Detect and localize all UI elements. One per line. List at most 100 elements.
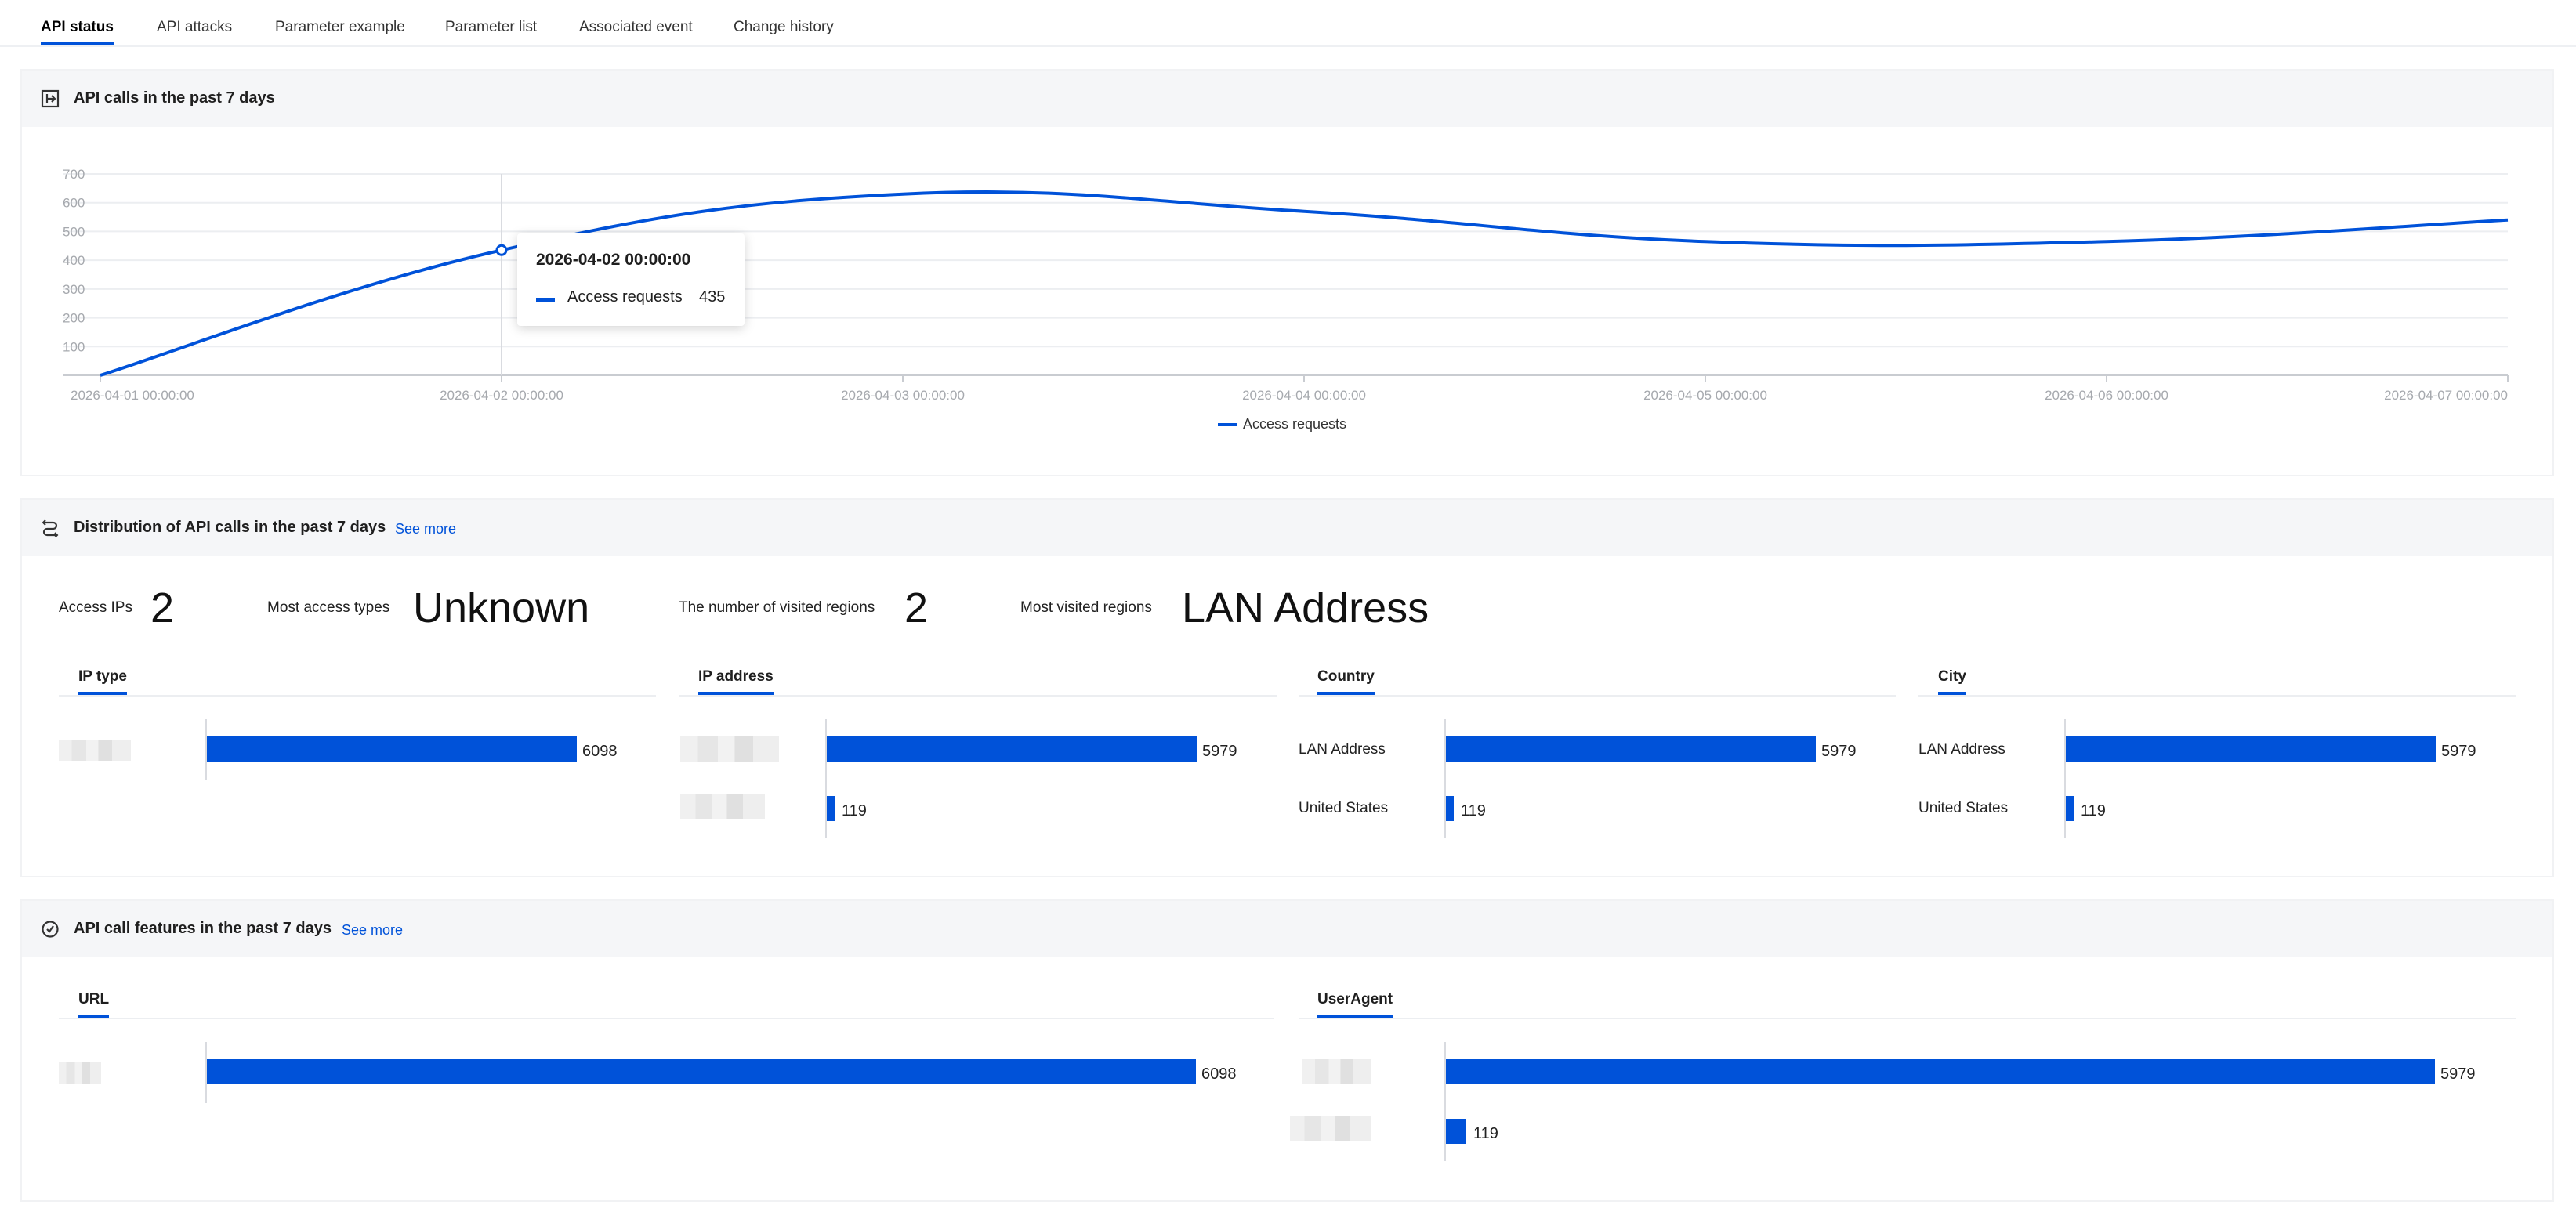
features-card-header: API call features in the past 7 days See… [22, 901, 2552, 957]
stat-label-visited-regions-count: The number of visited regions [679, 599, 875, 616]
api-calls-title: API calls in the past 7 days [74, 89, 275, 107]
panel-divider [679, 695, 1277, 697]
stat-value-visited-regions-count: 2 [904, 584, 929, 631]
bar-axis [2064, 719, 2066, 838]
bar-useragent-1[interactable] [1446, 1119, 1466, 1144]
bar-ip-type-0[interactable] [207, 736, 577, 762]
row-label-city-1: United States [1918, 800, 2009, 816]
bar-axis [1444, 719, 1446, 838]
panel-tab-country[interactable]: Country [1317, 668, 1375, 695]
tab-bar: API status API attacks Parameter example… [0, 0, 2576, 47]
bar-value: 5979 [2440, 1066, 2476, 1083]
chart-tooltip: 2026-04-02 00:00:00 Access requests 435 [517, 233, 745, 326]
tab-api-status[interactable]: API status [41, 19, 114, 45]
bar-value: 6098 [1201, 1066, 1237, 1083]
panel-tab-ip-address[interactable]: IP address [698, 668, 774, 695]
panel-tab-url[interactable]: URL [78, 991, 110, 1018]
panel-divider [59, 1018, 1274, 1019]
x-tick-label: 2026-04-06 00:00:00 [2045, 388, 2168, 403]
bar-country-0[interactable] [1446, 736, 1816, 762]
bar-axis [1444, 1042, 1446, 1161]
stat-value-access-types: Unknown [413, 584, 590, 631]
stat-label-access-types: Most access types [267, 599, 390, 616]
bar-axis [825, 719, 827, 838]
bar-value: 6098 [582, 743, 618, 760]
bar-city-1[interactable] [2066, 796, 2074, 821]
api-calls-line-chart[interactable]: 100 200 300 400 500 600 700 2026-04-01 00:00:0… [0, 0, 2576, 470]
y-tick-label: 600 [63, 196, 85, 211]
panel-tab-ip-type[interactable]: IP type [78, 668, 127, 695]
api-calls-card-header: API calls in the past 7 days [22, 71, 2552, 127]
x-tick-label: 2026-04-01 00:00:00 [71, 388, 194, 403]
distribution-title: Distribution of API calls in the past 7 … [74, 519, 386, 536]
bar-value: 119 [1473, 1125, 1498, 1142]
y-tick-label: 100 [63, 339, 85, 354]
y-tick-label: 400 [63, 253, 85, 268]
stat-value-most-visited-regions: LAN Address [1182, 584, 1429, 631]
tooltip-series-swatch [536, 298, 555, 302]
features-icon [42, 921, 59, 938]
tooltip-series-name: Access requests [567, 288, 683, 306]
bar-value: 5979 [1821, 743, 1857, 760]
x-tick-label: 2026-04-04 00:00:00 [1242, 388, 1366, 403]
redacted-label [59, 740, 131, 761]
row-label-country-1: United States [1299, 800, 1389, 816]
legend-label-access-requests: Access requests [1243, 416, 1347, 432]
tab-change-history[interactable]: Change history [734, 19, 834, 35]
features-card: API call features in the past 7 days See… [20, 899, 2554, 1202]
bar-useragent-0[interactable] [1446, 1059, 2435, 1084]
features-see-more-link[interactable]: See more [342, 922, 404, 938]
bar-value: 5979 [2441, 743, 2476, 760]
panel-tab-useragent[interactable]: UserAgent [1317, 991, 1393, 1018]
bar-value: 5979 [1202, 743, 1237, 760]
tab-parameter-list[interactable]: Parameter list [445, 19, 538, 35]
y-tick-label: 700 [63, 167, 85, 182]
bar-value: 119 [1461, 802, 1486, 820]
stat-value-access-ips: 2 [150, 584, 175, 631]
y-tick-label: 200 [63, 311, 85, 326]
bar-country-1[interactable] [1446, 796, 1454, 821]
bar-value: 119 [842, 802, 867, 820]
chart-legend[interactable]: Access requests [1218, 416, 1346, 432]
api-calls-card: API calls in the past 7 days [20, 69, 2554, 476]
redacted-label [680, 736, 779, 762]
row-label-city-0: LAN Address [1918, 741, 2005, 758]
features-title: API call features in the past 7 days [74, 920, 332, 937]
panel-divider [1918, 695, 2516, 697]
distribution-card: Distribution of API calls in the past 7 … [20, 498, 2554, 877]
tooltip-time: 2026-04-02 00:00:00 [536, 251, 691, 269]
bar-value: 119 [2081, 802, 2106, 820]
legend-swatch-access-requests [1218, 422, 1237, 426]
api-calls-icon [41, 89, 60, 108]
bar-axis [205, 1042, 207, 1103]
redacted-label [680, 794, 765, 819]
tab-parameter-example[interactable]: Parameter example [275, 19, 405, 35]
tab-associated-event[interactable]: Associated event [579, 19, 693, 35]
bar-city-0[interactable] [2066, 736, 2436, 762]
bar-ip-address-0[interactable] [827, 736, 1197, 762]
x-tick-label: 2026-04-02 00:00:00 [440, 388, 563, 403]
x-tick-label: 2026-04-05 00:00:00 [1643, 388, 1767, 403]
stat-label-access-ips: Access IPs [59, 599, 132, 616]
bar-axis [205, 719, 207, 780]
distribution-see-more-link[interactable]: See more [395, 521, 457, 537]
distribution-card-header: Distribution of API calls in the past 7 … [22, 500, 2552, 556]
row-label-country-0: LAN Address [1299, 741, 1386, 758]
panel-divider [1299, 695, 1896, 697]
tab-api-attacks[interactable]: API attacks [157, 19, 233, 35]
bar-ip-address-1[interactable] [827, 796, 835, 821]
panel-divider [1299, 1018, 2516, 1019]
redacted-label [59, 1062, 101, 1084]
tooltip-series-value: 435 [699, 288, 726, 306]
panel-tab-city[interactable]: City [1938, 668, 1966, 695]
x-tick-label: 2026-04-07 00:00:00 [2384, 388, 2508, 403]
y-tick-label: 300 [63, 282, 85, 297]
stat-label-most-visited-regions: Most visited regions [1020, 599, 1152, 616]
hover-point [495, 244, 508, 256]
redacted-label [1290, 1116, 1371, 1141]
distribution-icon [42, 519, 59, 537]
series-line-access-requests [100, 190, 2509, 377]
panel-divider [59, 695, 656, 697]
redacted-label [1302, 1059, 1371, 1084]
bar-url-0[interactable] [207, 1059, 1196, 1084]
